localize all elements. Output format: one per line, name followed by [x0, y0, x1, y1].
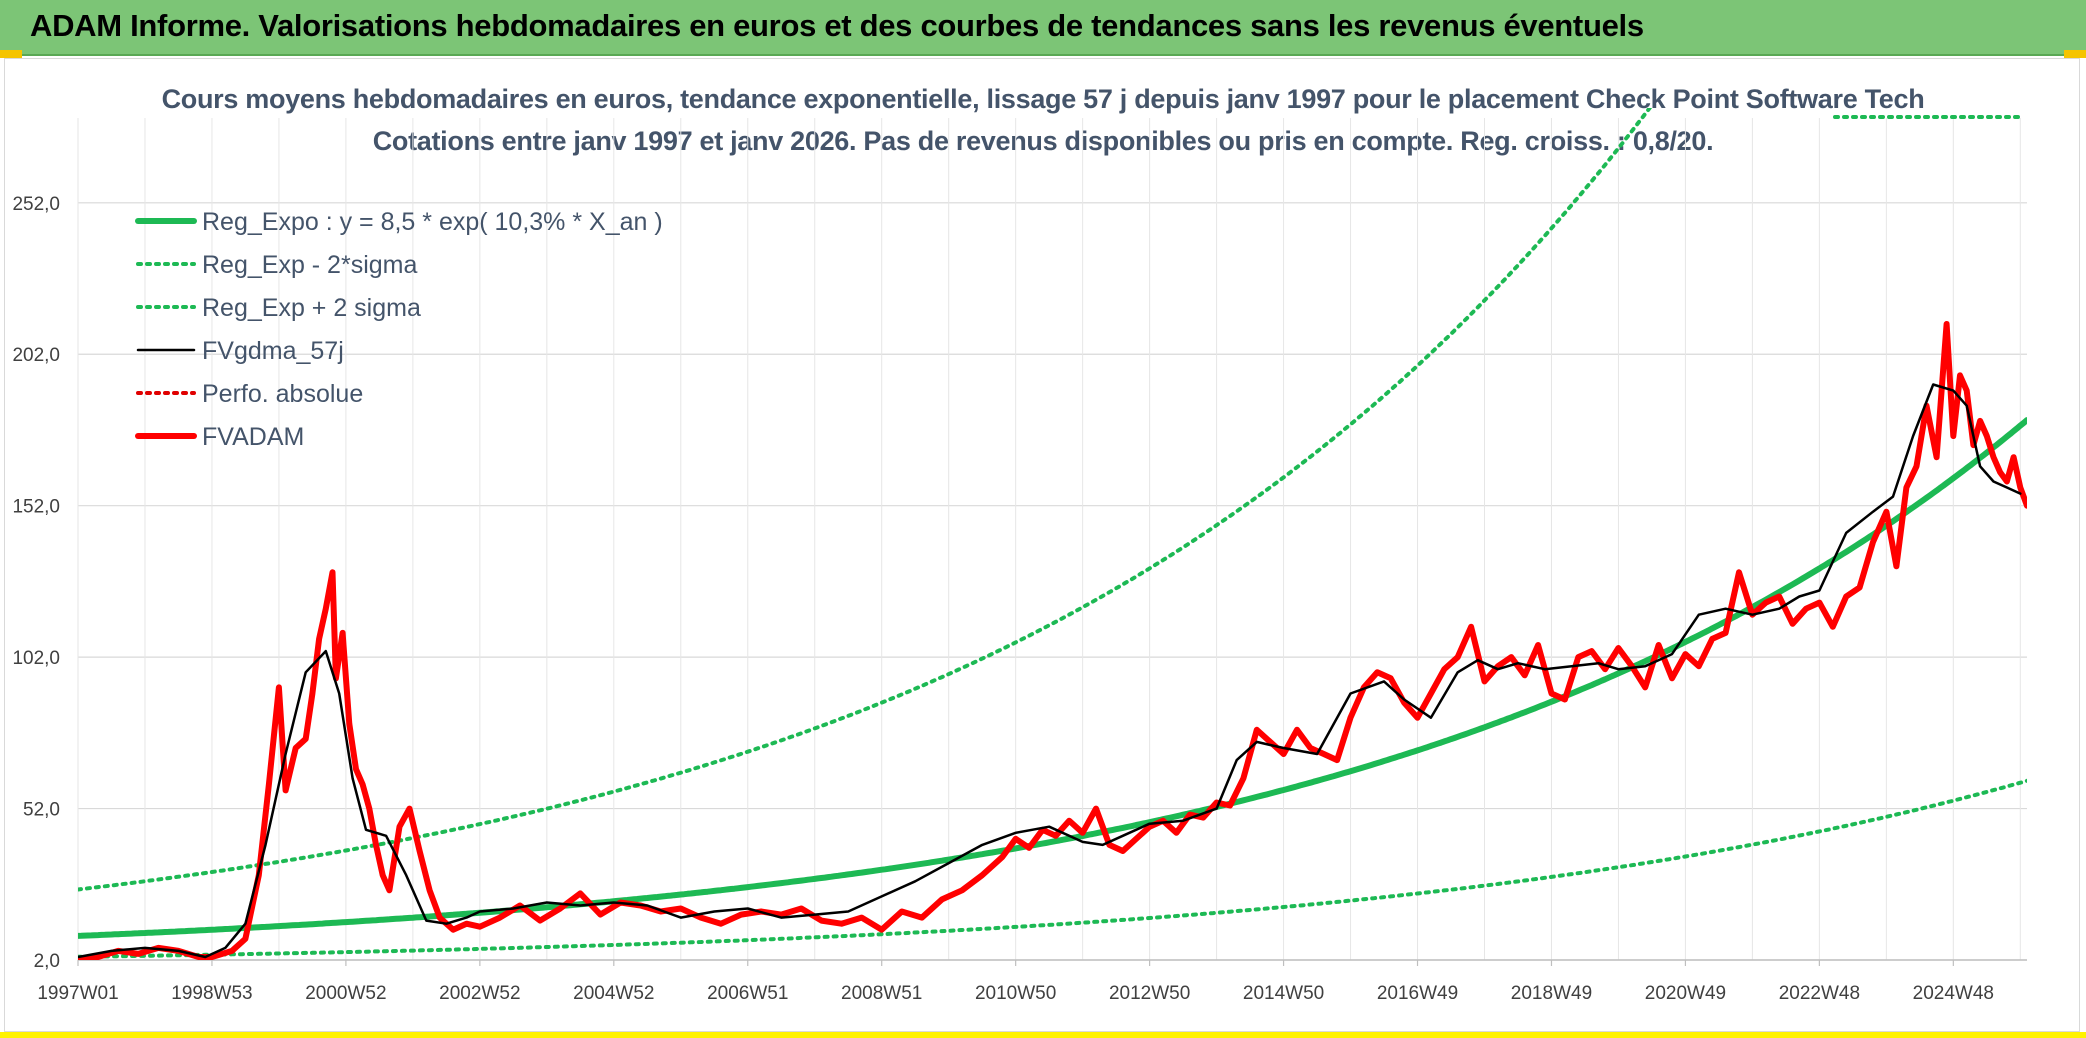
- y-tick-label: 2,0: [34, 951, 60, 972]
- series-line-reg-exp-2-sigma: [78, 108, 1653, 892]
- x-tick-label: 2012W50: [1109, 983, 1190, 1004]
- x-tick-label: 2016W49: [1377, 983, 1458, 1004]
- corner-marker-right: [2064, 50, 2086, 58]
- legend-label: Reg_Exp + 2 sigma: [202, 294, 421, 322]
- y-tick-label: 252,0: [12, 194, 60, 215]
- legend-label: FVgdma_57j: [202, 337, 344, 365]
- legend: Reg_Expo : y = 8,5 * exp( 10,3% * X_an )…: [135, 208, 663, 451]
- legend-label: Perfo. absolue: [202, 380, 363, 408]
- banner-title: ADAM Informe. Valorisations hebdomadaire…: [30, 8, 1644, 43]
- x-tick-label: 2014W50: [1243, 983, 1324, 1004]
- x-tick-label: 1998W53: [171, 983, 252, 1004]
- x-tick-label: 2008W51: [841, 983, 922, 1004]
- y-tick-label: 202,0: [12, 345, 60, 366]
- legend-label: FVADAM: [202, 423, 304, 451]
- series-layer: [78, 108, 2027, 960]
- x-tick-label: 2024W48: [1913, 983, 1994, 1004]
- legend-label: Reg_Exp - 2*sigma: [202, 251, 417, 279]
- chart-title: Cours moyens hebdomadaires en euros, ten…: [161, 84, 1925, 114]
- axis-layer: 2,0 52,0 102,0 152,0 202,0 252,0 1997W01 1998W5…: [12, 194, 1994, 1004]
- x-tick-label: 1997W01: [37, 983, 118, 1004]
- series-line-reg-expo-y-8-5-exp-10-3-x-an: [78, 417, 2027, 939]
- x-tick-label: 2018W49: [1511, 983, 1592, 1004]
- chart-area: [4, 58, 2080, 1032]
- y-tick-label: 152,0: [12, 497, 60, 518]
- x-tick-label: 2006W51: [707, 983, 788, 1004]
- x-tick-label: 2022W48: [1779, 983, 1860, 1004]
- grid: [77, 118, 2027, 961]
- y-tick-label: 102,0: [12, 648, 60, 669]
- x-tick-label: 2002W52: [439, 983, 520, 1004]
- x-tick-label: 2000W52: [305, 983, 386, 1004]
- x-tick-label: 2020W49: [1645, 983, 1726, 1004]
- legend-label: Reg_Expo : y = 8,5 * exp( 10,3% * X_an ): [202, 208, 663, 236]
- x-tick-label: 2010W50: [975, 983, 1056, 1004]
- banner: ADAM Informe. Valorisations hebdomadaire…: [0, 0, 2086, 56]
- bottom-strip: [0, 1032, 2086, 1038]
- chart-subtitle: Cotations entre janv 1997 et janv 2026. …: [372, 126, 1714, 156]
- y-tick-label: 52,0: [23, 800, 60, 821]
- x-tick-label: 2004W52: [573, 983, 654, 1004]
- series-line-reg-exp-2-sigma: [78, 778, 2027, 959]
- series-line-fvgdma-57j: [78, 383, 2022, 959]
- series-line-fvadam: [78, 321, 2027, 960]
- corner-marker-left: [0, 50, 22, 58]
